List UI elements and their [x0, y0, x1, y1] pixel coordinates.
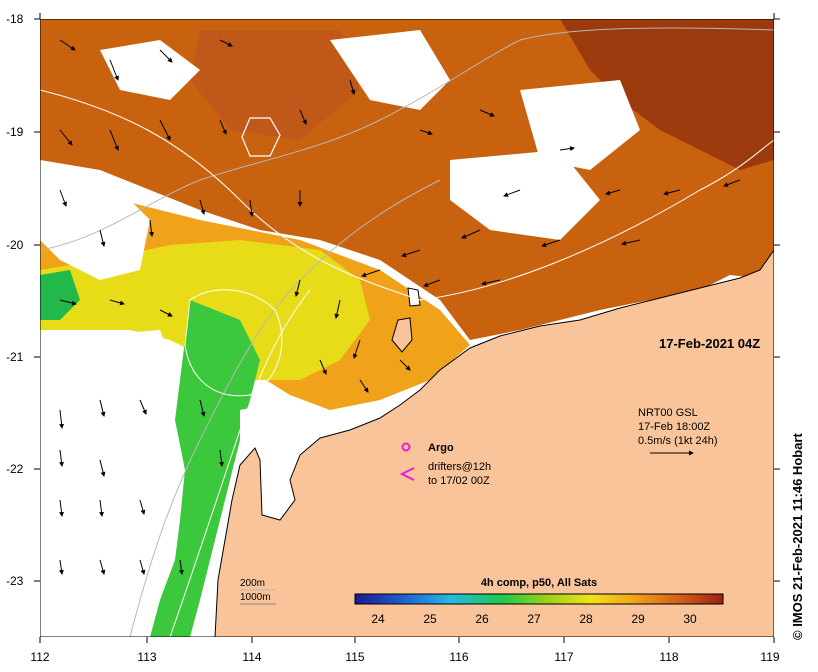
- lon-tick-label: 115: [345, 650, 364, 664]
- drifter-marker-icon: [399, 467, 415, 481]
- sst-cool-region: [150, 300, 260, 637]
- sst-warm-patch: [190, 30, 360, 140]
- lon-tick-label: 112: [30, 650, 49, 664]
- colorbar-label: 28: [579, 612, 593, 626]
- land-mass: [214, 249, 774, 637]
- colorbar-label: 26: [475, 612, 489, 626]
- island: [407, 287, 421, 307]
- drifters-legend-line1: drifters@12h: [428, 461, 491, 473]
- bathymetry-contour: [129, 179, 441, 637]
- lon-tick-marks: [39, 13, 775, 643]
- argo-legend-label: Argo: [428, 442, 454, 454]
- cloud-gap: [100, 40, 200, 100]
- sst-very-hot-region: [560, 19, 774, 170]
- cloud-gap: [520, 80, 640, 170]
- current-legend-scale: 0.5m/s (1kt 24h): [638, 435, 717, 447]
- colorbar-label: 27: [527, 612, 541, 626]
- current-vectors: [58, 39, 741, 575]
- eddy-contour: [184, 289, 283, 397]
- cloud-gap: [40, 330, 180, 637]
- longitude-axis: 112 113 114 115 116 117 118 119: [30, 650, 779, 664]
- colorbar-labels: 24 25 26 27 28 29 30: [371, 612, 697, 626]
- lon-tick-label: 117: [554, 650, 573, 664]
- argo-marker-icon: [401, 442, 411, 452]
- sst-cool-patch-west: [40, 270, 80, 320]
- current-legend-time: 17-Feb 18:00Z: [638, 421, 710, 433]
- lon-tick-label: 113: [137, 650, 156, 664]
- colorbar-label: 24: [371, 612, 385, 626]
- drifters-legend-line2: to 17/02 00Z: [428, 475, 490, 487]
- bathy-legend-200m: 200m: [240, 578, 265, 589]
- island: [391, 317, 413, 353]
- bathy-legend-1000m: 1000m: [240, 592, 271, 603]
- lat-tick-marks: [34, 18, 780, 582]
- colorbar-label: 30: [683, 612, 697, 626]
- lon-tick-label: 116: [449, 650, 468, 664]
- colorbar: [354, 593, 724, 605]
- colorbar-label: 25: [423, 612, 437, 626]
- latitude-axis: -18 -19 -20 -21 -22 -23: [6, 12, 24, 588]
- map-timestamp: 17-Feb-2021 04Z: [659, 336, 760, 351]
- bathymetry-contour: [169, 289, 311, 637]
- lat-tick-label: -18: [6, 12, 24, 26]
- lat-tick-label: -22: [6, 462, 24, 476]
- bathymetry-200m: [40, 27, 774, 251]
- lon-tick-label: 119: [760, 650, 779, 664]
- colorbar-title: 4h comp, p50, All Sats: [481, 577, 597, 589]
- colorbar-label: 29: [631, 612, 645, 626]
- current-legend-title: NRT00 GSL: [638, 407, 698, 419]
- cloud-gap: [330, 30, 450, 110]
- bathymetry-1000m: [40, 89, 774, 301]
- lat-tick-label: -21: [6, 350, 24, 364]
- eddy-contour: [241, 117, 281, 157]
- lat-tick-label: -19: [6, 125, 24, 139]
- sst-field: [40, 19, 774, 637]
- lon-tick-label: 114: [242, 650, 261, 664]
- lat-tick-label: -20: [6, 238, 24, 252]
- cloud-gap: [450, 150, 600, 240]
- lat-tick-label: -23: [6, 574, 24, 588]
- imos-credit: © IMOS 21-Feb-2021 11:46 Hobart: [790, 433, 805, 640]
- cloud-gap: [40, 170, 150, 280]
- lon-tick-label: 118: [659, 650, 678, 664]
